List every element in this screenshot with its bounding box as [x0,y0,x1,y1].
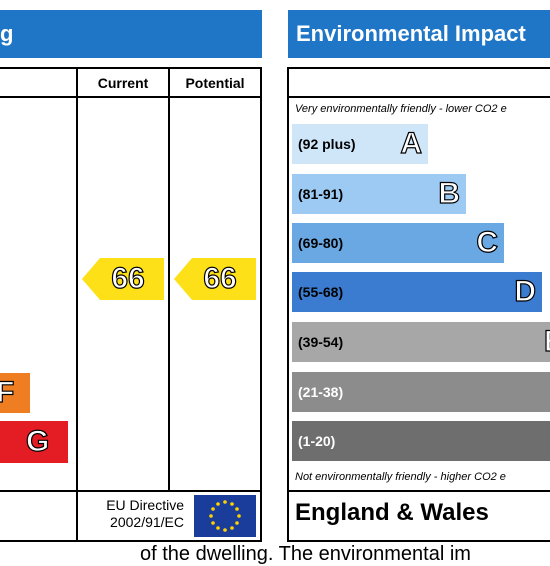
potential-rating-arrow: 66 [174,258,256,300]
energy-band-g-letter: G [25,424,50,458]
eu-directive-line2: 2002/91/EC [110,514,184,530]
energy-band-g: G [0,421,68,463]
env-band-d-range: (55-68) [298,284,344,300]
current-rating-arrow: 66 [82,258,164,300]
column-divider-1 [76,67,78,542]
env-band-d-letter: D [514,274,537,308]
eu-directive-line1: EU Directive [106,497,184,513]
env-band-c-range: (69-80) [298,235,344,251]
region-label: England & Wales [295,499,489,526]
env-band-g: (1-20) G [292,421,550,461]
env-band-e: (39-54) E [292,322,550,362]
bottom-unfriendly-note: Not environmentally friendly - higher CO… [295,471,506,483]
env-band-b-range: (81-91) [298,186,344,202]
env-band-e-letter: E [543,322,550,362]
env-band-a: (92 plus) A [292,124,428,164]
column-divider-2 [168,67,170,490]
current-rating-value: 66 [111,261,146,295]
env-band-c: (69-80) C [292,223,504,263]
right-footer-row-divider [287,490,550,492]
energy-rating-frame [0,67,262,542]
env-band-g-range: (1-20) [298,433,336,449]
energy-band-f: F [0,373,30,413]
env-band-f-range: (21-38) [298,384,344,400]
env-band-a-range: (92 plus) [298,136,356,152]
header-row-divider [0,96,262,98]
env-band-a-letter: A [400,126,423,160]
footer-text-fragment: of the dwelling. The environmental im [140,543,471,565]
potential-column-header: Potential [185,75,245,91]
footer-row-divider [0,490,262,492]
environmental-impact-frame [287,67,550,542]
env-band-e-range: (39-54) [298,334,344,350]
potential-rating-value: 66 [203,261,238,295]
env-band-b-letter: B [438,176,461,210]
top-friendly-note: Very environmentally friendly - lower CO… [295,103,507,115]
energy-band-f-letter: F [0,375,15,409]
energy-rating-header-text: g [0,21,14,46]
right-header-row-divider [287,96,550,98]
eu-flag-icon [194,495,256,537]
environmental-impact-header-text: Environmental Impact [296,21,526,46]
env-band-b: (81-91) B [292,174,466,214]
energy-rating-header: g [0,10,262,58]
current-column-header: Current [97,75,149,91]
env-band-f: (21-38) F [292,372,550,412]
eu-directive-text: EU Directive 2002/91/EC [80,497,184,531]
env-band-d: (55-68) D [292,272,542,312]
env-band-c-letter: C [476,225,499,259]
environmental-impact-header: Environmental Impact [288,10,550,58]
